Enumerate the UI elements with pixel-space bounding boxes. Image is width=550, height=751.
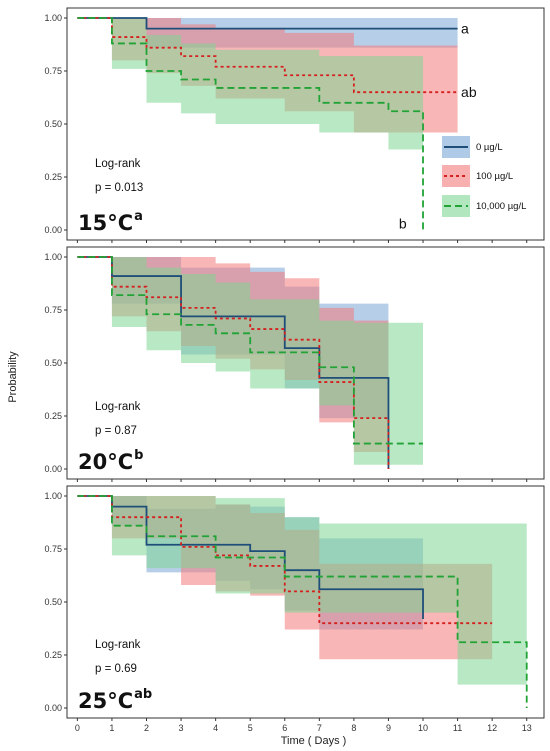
y-tick-label: 0.50 — [44, 597, 62, 607]
p-value-label: p = 0.87 — [95, 425, 137, 437]
panel-1: 0.00 0.25 0.50 0.75 1.00 Log-rank p = 0.013 15°… — [44, 7, 545, 243]
p-value-label: p = 0.013 — [95, 182, 143, 194]
logrank-label: Log-rank — [95, 158, 141, 170]
legend-label: 100 µg/L — [476, 171, 513, 182]
legend-label: 0 µg/L — [476, 142, 503, 153]
x-tick-label: 4 — [213, 723, 218, 733]
y-tick-label: 0.75 — [44, 544, 62, 554]
legend-label: 10,000 µg/L — [476, 201, 526, 212]
ci-band-3 — [77, 18, 424, 150]
temperature-label: 25°C — [78, 689, 133, 713]
survival-line-1 — [77, 495, 424, 619]
y-tick-label: 0.00 — [44, 464, 62, 474]
y-tick-label: 0.00 — [44, 225, 62, 235]
survival-line-3 — [77, 256, 424, 445]
y-tick-label: 0.75 — [44, 66, 62, 76]
logrank-label: Log-rank — [95, 401, 141, 413]
y-tick-label: 0.75 — [44, 305, 62, 315]
ci-band-3 — [77, 257, 424, 465]
y-tick-label: 0.50 — [44, 119, 62, 129]
x-tick-label: 2 — [144, 723, 149, 733]
x-tick-label: 1 — [109, 723, 114, 733]
survival-line-2 — [77, 256, 390, 469]
survival-line-3 — [77, 495, 528, 708]
y-tick-label: 1.00 — [44, 491, 62, 501]
x-tick-label: 7 — [317, 723, 322, 733]
x-tick-label: 12 — [487, 723, 497, 733]
x-tick-label: 3 — [179, 723, 184, 733]
significance-letter: ab — [461, 84, 477, 100]
x-tick-label: 9 — [386, 723, 391, 733]
significance-letter: a — [461, 21, 469, 37]
survival-line-2 — [77, 495, 493, 625]
x-tick-label: 5 — [248, 723, 253, 733]
temperature-label: 15°C — [78, 211, 133, 235]
significance-letter: b — [399, 216, 407, 232]
x-tick-label: 10 — [418, 723, 428, 733]
temperature-superscript: ab — [134, 687, 152, 702]
y-tick-label: 0.00 — [44, 703, 62, 713]
ci-band-3 — [77, 496, 527, 685]
logrank-label: Log-rank — [95, 639, 141, 651]
y-axis-title: Probability — [7, 351, 19, 403]
y-tick-label: 1.00 — [44, 13, 62, 23]
y-tick-label: 1.00 — [44, 252, 62, 262]
legend: 0 µg/L 100 µg/L 10,000 µg/L — [442, 136, 526, 217]
y-tick-label: 0.50 — [44, 358, 62, 368]
p-value-label: p = 0.69 — [95, 663, 137, 675]
x-axis-title: Time ( Days ) — [281, 735, 347, 747]
temperature-label: 20°C — [78, 450, 133, 474]
temperature-superscript: a — [134, 209, 143, 224]
panel-2: 0.00 0.25 0.50 0.75 1.00 Log-rank p = 0.87 20°C… — [44, 246, 545, 482]
temperature-superscript: b — [134, 448, 143, 463]
x-tick-label: 0 — [75, 723, 80, 733]
survival-line-3 — [77, 17, 424, 230]
x-tick-label: 13 — [522, 723, 532, 733]
x-tick-label: 8 — [351, 723, 356, 733]
y-tick-label: 0.25 — [44, 650, 62, 660]
panel-3: 0.00 0.25 0.50 0.75 1.00 Log-rank p = 0.69 25°C… — [44, 485, 545, 721]
x-tick-label: 6 — [282, 723, 287, 733]
x-tick-label: 11 — [453, 723, 462, 733]
y-tick-label: 0.25 — [44, 411, 62, 421]
y-tick-label: 0.25 — [44, 172, 62, 182]
